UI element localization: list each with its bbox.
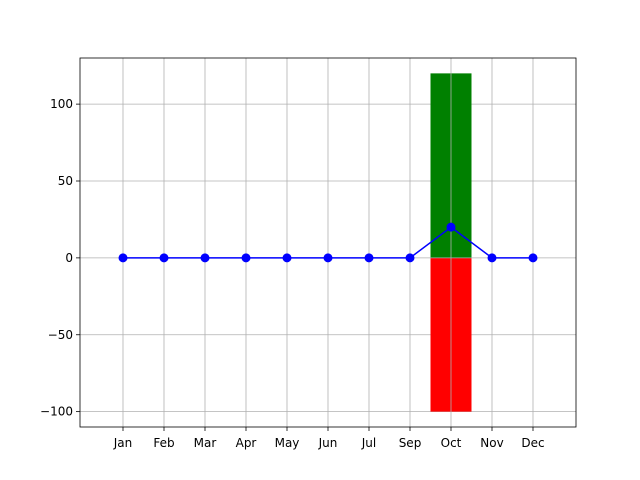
x-tick-label-jan: Jan bbox=[113, 436, 133, 450]
point-feb bbox=[159, 253, 169, 263]
x-tick-label-feb: Feb bbox=[153, 436, 174, 450]
x-tick-label-may: May bbox=[275, 436, 300, 450]
y-tick-label: 50 bbox=[58, 174, 73, 188]
point-jul bbox=[364, 253, 374, 263]
point-dec bbox=[528, 253, 538, 263]
x-tick-label-jun: Jun bbox=[318, 436, 338, 450]
line-series bbox=[118, 222, 538, 263]
point-may bbox=[282, 253, 292, 263]
point-nov bbox=[487, 253, 497, 263]
x-tick-label-nov: Nov bbox=[480, 436, 503, 450]
y-tick-label: −50 bbox=[48, 328, 73, 342]
x-tick-label-sep: Sep bbox=[399, 436, 422, 450]
x-tick-label-jul: Jul bbox=[361, 436, 376, 450]
x-tick-label-dec: Dec bbox=[521, 436, 544, 450]
y-tick-label: 100 bbox=[50, 97, 73, 111]
point-jan bbox=[118, 253, 128, 263]
axes: Jan Feb Mar Apr May Jun Jul Sep Oct Nov Dec −100 −50… bbox=[40, 57, 577, 450]
point-apr bbox=[241, 253, 251, 263]
x-tick-label-oct: Oct bbox=[441, 436, 462, 450]
y-tick-label: −100 bbox=[40, 405, 73, 419]
x-tick-label-apr: Apr bbox=[236, 436, 257, 450]
point-mar bbox=[200, 253, 210, 263]
bars bbox=[430, 73, 472, 412]
y-tick-label: 0 bbox=[65, 251, 73, 265]
point-jun bbox=[323, 253, 333, 263]
grid-lines bbox=[80, 58, 576, 427]
point-oct bbox=[446, 222, 456, 232]
point-sep bbox=[405, 253, 415, 263]
x-tick-label-mar: Mar bbox=[194, 436, 217, 450]
